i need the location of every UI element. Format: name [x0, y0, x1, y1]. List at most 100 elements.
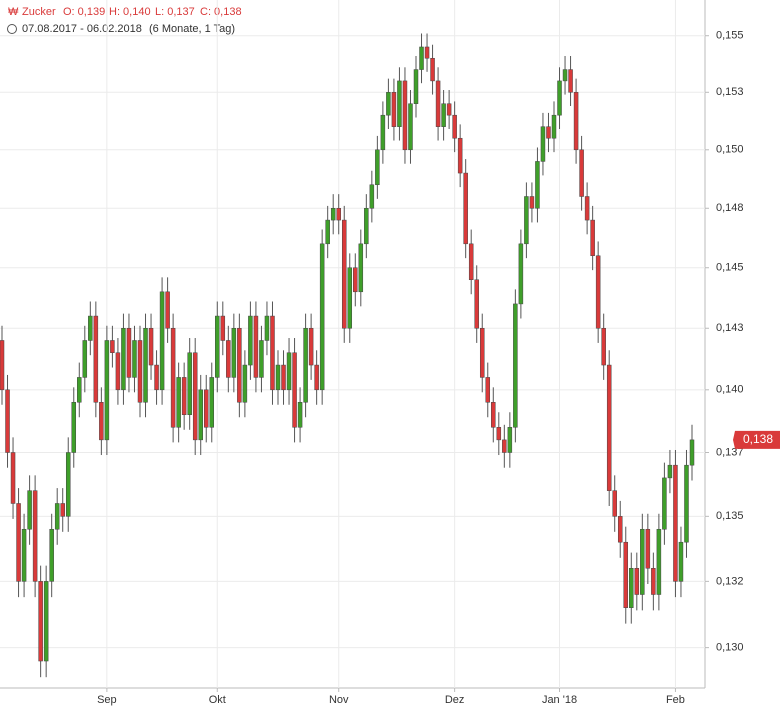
y-tick-label: 0,137	[716, 446, 744, 458]
candle-body	[474, 279, 479, 329]
candle-body	[154, 364, 159, 391]
candle-body	[220, 315, 226, 341]
candle-body	[77, 377, 82, 403]
candle-body	[601, 327, 606, 366]
candle-body	[341, 219, 347, 329]
candle-body	[27, 490, 32, 530]
candle-body	[143, 327, 148, 403]
y-tick-label: 0,130	[716, 642, 744, 654]
candle-body	[121, 327, 126, 391]
candle-body	[689, 439, 695, 466]
candle-body	[353, 267, 358, 293]
candle-body	[104, 340, 110, 441]
candle-body	[684, 464, 689, 543]
candle-body	[198, 389, 203, 441]
candle-body	[347, 267, 353, 329]
candle-body	[408, 103, 413, 151]
x-tick-label: Jan '18	[542, 694, 577, 706]
candle-body	[419, 46, 424, 70]
candle-body	[49, 528, 54, 582]
candle-body	[397, 80, 402, 127]
candle-body	[148, 327, 154, 366]
candle-body	[590, 219, 595, 257]
candle-body	[43, 581, 49, 662]
candle-body	[226, 340, 231, 378]
last-price-tag	[733, 430, 780, 449]
candle-body	[634, 568, 640, 595]
candle-body	[242, 364, 248, 403]
candle-body	[110, 340, 115, 353]
open-value: O: 0,139	[63, 6, 105, 18]
x-tick-label: Feb	[666, 694, 685, 706]
candle-body	[529, 196, 535, 209]
candle-body	[579, 149, 584, 197]
x-tick-label: Dez	[445, 694, 465, 706]
candle-body	[629, 568, 634, 608]
candle-body	[358, 243, 364, 293]
candle-body	[264, 315, 270, 341]
candle-body	[275, 364, 281, 391]
candle-body	[651, 568, 656, 595]
candle-body	[656, 528, 662, 595]
candle-body	[181, 377, 187, 416]
candle-body	[297, 402, 303, 428]
candle-body	[286, 352, 292, 391]
period: (6 Monate, 1 Tag)	[149, 23, 235, 35]
y-tick-label: 0,145	[716, 262, 744, 274]
candle-body	[38, 581, 43, 662]
candle-body	[584, 196, 590, 221]
candle-body	[325, 219, 330, 245]
candle-body	[165, 291, 170, 329]
close-value: C: 0,138	[200, 6, 242, 18]
candle-body	[662, 477, 667, 530]
candle-body	[176, 377, 181, 428]
candle-body	[99, 402, 104, 441]
candle-body	[237, 327, 242, 403]
candle-body	[203, 389, 209, 428]
candle-body	[502, 439, 507, 453]
y-tick-label: 0,150	[716, 144, 744, 156]
candle-body	[270, 315, 275, 391]
candle-body	[441, 103, 446, 127]
candle-body	[673, 464, 678, 582]
low-value: L: 0,137	[155, 6, 195, 18]
candle-body	[452, 114, 457, 139]
candle-body	[402, 80, 408, 151]
candle-body	[137, 340, 143, 403]
candle-body	[159, 291, 165, 391]
candle-body	[507, 427, 513, 453]
y-tick-label: 0,132	[716, 575, 744, 587]
candle-body	[364, 208, 369, 245]
y-tick-label: 0,155	[716, 30, 744, 42]
last-price-label: 0,138	[743, 432, 773, 446]
candle-body	[667, 464, 673, 479]
candle-body	[540, 126, 546, 162]
candle-body	[424, 46, 430, 59]
candle-body	[71, 402, 77, 453]
icon: ₩	[8, 6, 19, 18]
date-range: 07.08.2017 - 06.02.2018	[22, 23, 142, 35]
clock-icon	[7, 24, 17, 34]
candle-body	[573, 92, 579, 151]
candle-body	[468, 243, 474, 281]
high-value: H: 0,140	[109, 6, 151, 18]
candle-body	[259, 340, 264, 378]
candle-body	[170, 327, 176, 428]
candle-body	[557, 80, 562, 116]
x-tick-label: Okt	[209, 694, 226, 706]
candle-body	[281, 364, 286, 391]
candle-body	[292, 352, 297, 428]
candle-body	[303, 327, 308, 403]
candle-body	[496, 427, 502, 441]
candle-body	[16, 503, 21, 582]
y-tick-label: 0,148	[716, 202, 744, 214]
candle-body	[546, 126, 551, 139]
candle-body	[457, 137, 463, 174]
candle-body	[253, 315, 259, 378]
candle-body	[430, 57, 435, 82]
instrument-name: Zucker	[22, 6, 56, 18]
x-tick-label: Sep	[97, 694, 117, 706]
candle-body	[93, 315, 99, 403]
y-tick-label: 0,135	[716, 510, 744, 522]
